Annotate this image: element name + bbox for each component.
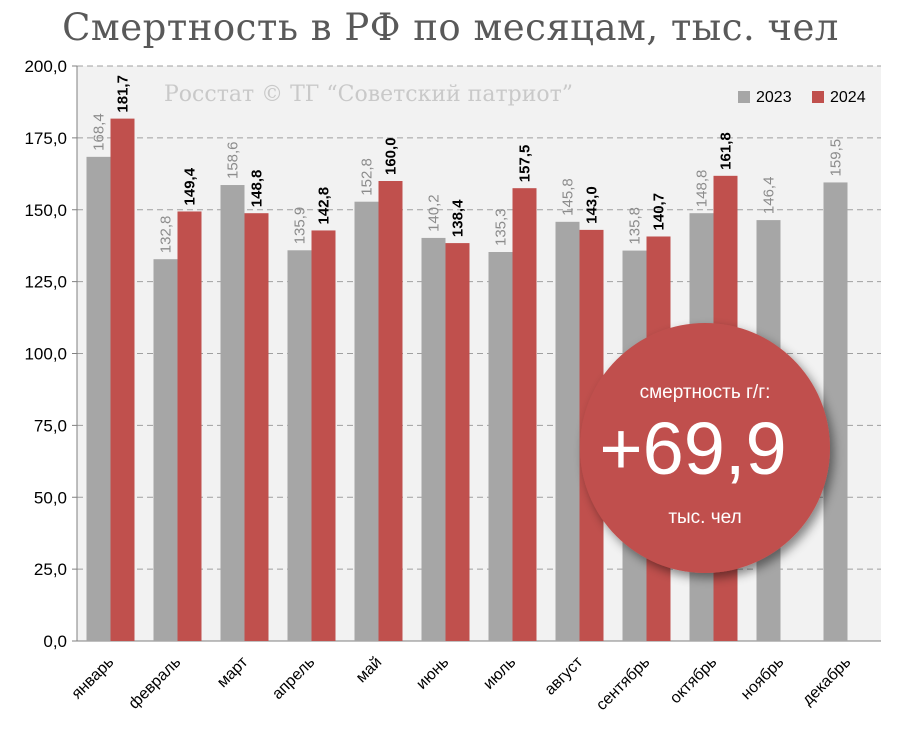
data-label-2024: 161,8 xyxy=(718,132,735,170)
callout-circle xyxy=(580,323,830,573)
y-axis: 0,0 25,0 50,0 75,0 100,0 125,0 150,0 175,0 200,0 xyxy=(24,57,881,651)
data-label-2023: 159,5 xyxy=(828,139,845,177)
callout-label: смертность г/г: xyxy=(640,382,771,403)
callout-value: +69,9 xyxy=(599,407,786,490)
x-tick-label: июнь xyxy=(413,654,452,693)
legend-label-2024: 2024 xyxy=(830,89,866,106)
data-label-2024: 160,0 xyxy=(383,137,400,175)
bar-2024 xyxy=(445,243,470,641)
x-tick-label: апрель xyxy=(269,654,318,703)
bar-2024 xyxy=(177,211,202,641)
legend: 2023 2024 xyxy=(738,89,866,106)
legend-swatch-2023 xyxy=(738,91,750,103)
data-label-2023: 152,8 xyxy=(359,158,376,196)
data-label-2023: 135,9 xyxy=(292,207,309,245)
data-label-2024: 157,5 xyxy=(517,145,534,183)
bar-2024 xyxy=(311,230,336,641)
callout-unit: тыс. чел xyxy=(668,507,741,528)
bar-2023 xyxy=(86,156,111,641)
legend-swatch-2024 xyxy=(812,91,824,103)
x-tick-label: июль xyxy=(480,654,519,693)
watermark: Росстат © ТГ “Советский патриот” xyxy=(164,82,573,107)
x-tick-label: март xyxy=(214,653,252,691)
data-label-2024: 142,8 xyxy=(316,187,333,225)
bar-2023 xyxy=(287,250,312,641)
data-label-2024: 149,4 xyxy=(182,167,199,205)
y-tick-label: 150,0 xyxy=(24,201,67,220)
bar-2023 xyxy=(220,185,245,641)
data-label-2023: 135,8 xyxy=(627,207,644,245)
y-tick-label: 200,0 xyxy=(24,57,67,76)
y-tick-label: 100,0 xyxy=(24,345,67,364)
bar-2024 xyxy=(244,213,269,641)
data-label-2023: 168,4 xyxy=(91,113,108,151)
data-label-2024: 181,7 xyxy=(115,75,132,113)
bar-2024 xyxy=(110,118,135,642)
x-tick-label: январь xyxy=(69,654,118,703)
chart-title: Смертность в РФ по месяцам, тыс. чел xyxy=(62,6,839,49)
data-label-2024: 138,4 xyxy=(450,199,467,237)
legend-label-2023: 2023 xyxy=(756,89,792,106)
bar-2023 xyxy=(354,201,379,641)
data-label-2023: 140,2 xyxy=(426,194,443,232)
bar-2023 xyxy=(488,252,513,641)
y-tick-label: 75,0 xyxy=(34,416,67,435)
bar-2023 xyxy=(153,259,178,641)
y-tick-label: 50,0 xyxy=(34,488,67,507)
y-tick-label: 25,0 xyxy=(34,560,67,579)
data-label-2023: 135,3 xyxy=(493,208,510,246)
data-label-2024: 140,7 xyxy=(651,193,668,231)
x-tick-label: февраль xyxy=(126,654,185,713)
x-tick-label: сентябрь xyxy=(593,654,653,714)
x-tick-label: август xyxy=(542,653,587,698)
y-tick-label: 125,0 xyxy=(24,273,67,292)
bar-2024 xyxy=(378,181,403,641)
data-label-2024: 148,8 xyxy=(249,170,266,208)
bar-2023 xyxy=(421,237,446,642)
x-tick-label: декабрь xyxy=(799,654,854,709)
data-label-2023: 132,8 xyxy=(158,216,175,254)
bar-2023 xyxy=(555,221,580,641)
bar-2023 xyxy=(823,182,848,641)
yoy-callout: смертность г/г: +69,9 тыс. чел xyxy=(580,323,830,573)
data-label-2023: 145,8 xyxy=(560,178,577,216)
x-tick-label: октябрь xyxy=(667,654,720,707)
bar-2024 xyxy=(512,188,537,641)
data-label-2023: 146,4 xyxy=(761,177,778,215)
x-axis: январь февраль март апрель май июнь июль август… xyxy=(69,653,855,714)
data-label-2023: 148,8 xyxy=(694,170,711,208)
data-label-2024: 143,0 xyxy=(584,186,601,224)
x-tick-label: ноябрь xyxy=(738,654,787,703)
bar-labels: 168,4 181,7 132,8 149,4 158,6 148,8 135,9 142,8… xyxy=(91,75,845,253)
y-tick-label: 175,0 xyxy=(24,129,67,148)
data-label-2023: 158,6 xyxy=(225,141,242,179)
y-tick-label: 0,0 xyxy=(43,632,67,651)
x-tick-label: май xyxy=(353,654,385,686)
